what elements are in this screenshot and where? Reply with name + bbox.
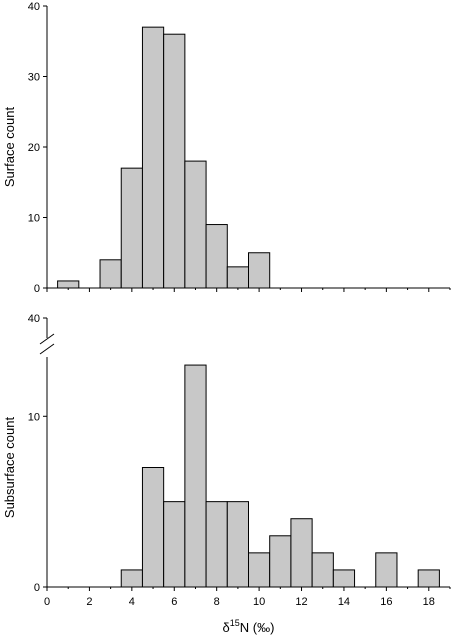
subsurface-bar-2 — [163, 501, 186, 588]
surface-y-axis-label: Surface count — [2, 107, 17, 188]
surface-bar-1 — [99, 259, 122, 289]
subsurface-y-tick-label: 10 — [28, 411, 40, 423]
subsurface-x-tick-label: 2 — [86, 596, 92, 608]
subsurface-bar-11 — [375, 552, 398, 588]
surface-bar-8 — [248, 252, 271, 289]
subsurface-bar-10 — [332, 569, 356, 588]
subsurface-bar-8 — [290, 518, 313, 588]
surface-histogram-panel: 0 10 20 30 40 Surface count — [2, 1, 451, 295]
subsurface-x-tick-label: 6 — [171, 596, 177, 608]
subsurface-x-tick-label: 10 — [253, 596, 265, 608]
subsurface-histogram-panel: 0 2 4 6 8 10 12 14 16 18 0 10 Subsurface count 40 δ15N… — [2, 313, 451, 635]
subsurface-bar-7 — [269, 535, 292, 588]
surface-y-tick-label: 40 — [28, 1, 40, 13]
subsurface-x-axis-label: δ15N (‰) — [223, 618, 275, 635]
surface-bar-0 — [57, 280, 80, 289]
subsurface-y-tick-label: 40 — [28, 313, 40, 325]
subsurface-bar-12 — [417, 569, 440, 588]
subsurface-y-axis-label: Subsurface count — [2, 417, 17, 519]
subsurface-x-tick-label: 12 — [295, 596, 307, 608]
axis-break-mark — [39, 333, 55, 345]
subsurface-x-tick-label: 14 — [338, 596, 350, 608]
surface-bar-3 — [141, 26, 165, 289]
surface-y-tick-label: 10 — [28, 213, 40, 225]
surface-y-tick-label: 20 — [28, 142, 40, 154]
subsurface-y-tick-label: 0 — [34, 582, 40, 594]
subsurface-bar-0 — [120, 569, 143, 588]
subsurface-bar-3 — [184, 364, 207, 588]
surface-bar-7 — [226, 266, 249, 289]
surface-y-tick-label: 30 — [28, 72, 40, 84]
subsurface-x-tick-label: 4 — [129, 596, 135, 608]
subsurface-bar-1 — [141, 467, 165, 588]
subsurface-x-tick-label: 0 — [44, 596, 50, 608]
surface-bar-4 — [163, 33, 186, 289]
surface-y-tick-label: 0 — [34, 283, 40, 295]
surface-bar-6 — [205, 224, 228, 289]
subsurface-x-tick-label: 16 — [380, 596, 392, 608]
subsurface-bar-6 — [248, 552, 271, 588]
subsurface-bar-9 — [311, 552, 334, 588]
surface-bar-2 — [120, 167, 143, 289]
subsurface-x-tick-label: 18 — [423, 596, 435, 608]
subsurface-bar-4 — [205, 501, 228, 588]
surface-bar-5 — [184, 160, 207, 289]
axis-break-mark — [39, 343, 55, 355]
subsurface-bar-5 — [226, 501, 249, 588]
subsurface-x-tick-label: 8 — [214, 596, 220, 608]
